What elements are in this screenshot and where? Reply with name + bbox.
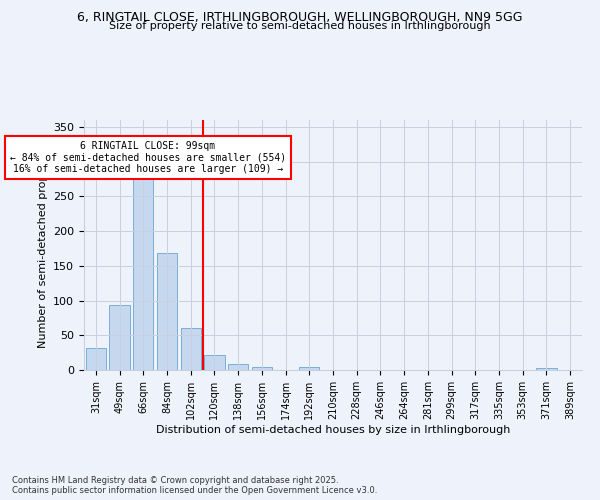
Bar [86,348,106,370]
X-axis label: Distribution of semi-detached houses by size in Irthlingborough: Distribution of semi-detached houses by … [156,424,510,434]
Text: Size of property relative to semi-detached houses in Irthlingborough: Size of property relative to semi-detach… [109,21,491,31]
Bar [133,176,154,370]
Bar [299,367,319,370]
Bar [181,328,201,370]
Text: 6, RINGTAIL CLOSE, IRTHLINGBOROUGH, WELLINGBOROUGH, NN9 5GG: 6, RINGTAIL CLOSE, IRTHLINGBOROUGH, WELL… [77,11,523,24]
Text: 6 RINGTAIL CLOSE: 99sqm
← 84% of semi-detached houses are smaller (554)
16% of s: 6 RINGTAIL CLOSE: 99sqm ← 84% of semi-de… [10,141,286,174]
Text: Contains HM Land Registry data © Crown copyright and database right 2025.
Contai: Contains HM Land Registry data © Crown c… [12,476,377,495]
Bar [536,368,557,370]
Y-axis label: Number of semi-detached properties: Number of semi-detached properties [38,142,47,348]
Bar [252,366,272,370]
Bar [205,356,224,370]
Bar [157,254,177,370]
Bar [228,364,248,370]
Bar [109,306,130,370]
